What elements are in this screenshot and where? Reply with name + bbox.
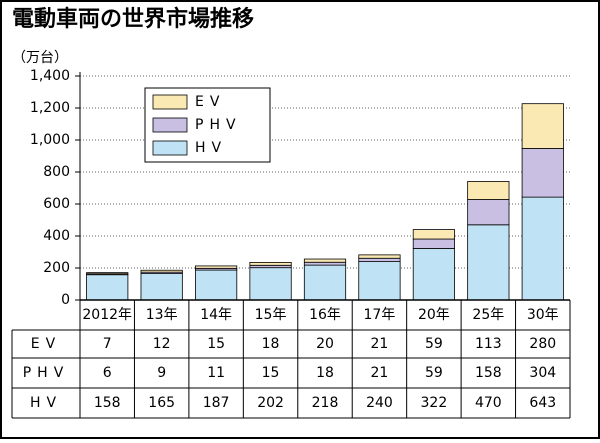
y-tick-label: 800	[43, 164, 70, 180]
table-value: 20	[316, 336, 334, 352]
table-value: 322	[421, 395, 448, 411]
y-tick-label: 400	[43, 228, 70, 244]
x-tick-label: 25年	[472, 307, 504, 323]
y-tick-label: 1,400	[30, 68, 70, 84]
x-tick-label: 30年	[527, 307, 559, 323]
table-value: 15	[207, 336, 225, 352]
legend-swatch	[152, 117, 188, 133]
table-value: 9	[157, 365, 166, 381]
table-value: 59	[425, 365, 443, 381]
x-tick-label: 2012年	[82, 307, 132, 323]
legend-label: PHV	[195, 117, 242, 133]
bar-segment	[521, 196, 564, 301]
table-value: 280	[529, 336, 556, 352]
table-value: 21	[371, 336, 389, 352]
bar-segment	[249, 267, 292, 301]
bar-segment	[467, 224, 510, 301]
y-tick-label: 1,000	[30, 132, 70, 148]
bar-segment	[195, 269, 238, 301]
x-tick-label: 16年	[309, 307, 341, 323]
bar-segment	[195, 265, 238, 269]
table-value: 6	[103, 365, 112, 381]
row-label: HV	[30, 395, 62, 411]
table-value: 218	[312, 395, 339, 411]
table-value: 21	[371, 365, 389, 381]
table-value: 11	[207, 365, 225, 381]
table-value: 470	[475, 395, 502, 411]
table-value: 158	[475, 365, 502, 381]
legend-swatch	[152, 140, 188, 156]
bar-segment	[521, 103, 564, 149]
table-value: 59	[425, 336, 443, 352]
x-tick-label: 20年	[418, 307, 450, 323]
bar-segment	[358, 261, 401, 301]
table-value: 643	[529, 395, 556, 411]
bar-segment	[249, 261, 292, 266]
table-value: 15	[262, 365, 280, 381]
table-value: 304	[529, 365, 556, 381]
table-value: 158	[94, 395, 121, 411]
y-tick-label: 0	[61, 292, 70, 308]
bar-segment	[412, 238, 455, 249]
bar-segment	[358, 257, 401, 262]
x-tick-label: 17年	[364, 307, 396, 323]
x-tick-label: 14年	[200, 307, 232, 323]
table-value: 202	[257, 395, 284, 411]
bar-segment	[86, 274, 129, 301]
bar-segment	[86, 272, 129, 275]
y-tick-label: 600	[43, 196, 70, 212]
table-value: 165	[148, 395, 175, 411]
table-value: 113	[475, 336, 502, 352]
table-value: 7	[103, 336, 112, 352]
bar-segment	[521, 148, 564, 198]
bar-segment	[140, 273, 183, 301]
table-value: 187	[203, 395, 230, 411]
legend-label: HV	[195, 140, 227, 156]
bar-segment	[303, 258, 347, 263]
bar-segment	[467, 199, 510, 226]
row-label: PHV	[23, 365, 70, 381]
bar-segment	[412, 229, 455, 240]
y-tick-label: 1,200	[30, 100, 70, 116]
bar-segment	[467, 181, 510, 200]
table-value: 18	[316, 365, 334, 381]
bar-segment	[412, 248, 455, 301]
x-tick-label: 13年	[146, 307, 178, 323]
table-value: 240	[366, 395, 393, 411]
bar-segment	[358, 254, 401, 259]
x-tick-label: 15年	[255, 307, 287, 323]
legend-swatch	[152, 94, 188, 110]
y-axis-label: （万台）	[12, 50, 68, 66]
table-value: 12	[153, 336, 171, 352]
row-label: EV	[31, 336, 61, 352]
table-value: 18	[262, 336, 280, 352]
legend-label: EV	[195, 94, 225, 110]
bar-segment	[140, 269, 183, 273]
bar-segment	[303, 261, 347, 266]
y-tick-label: 200	[43, 260, 70, 276]
bar-segment	[303, 264, 347, 301]
chart-title: 電動車両の世界市場推移	[12, 6, 254, 32]
